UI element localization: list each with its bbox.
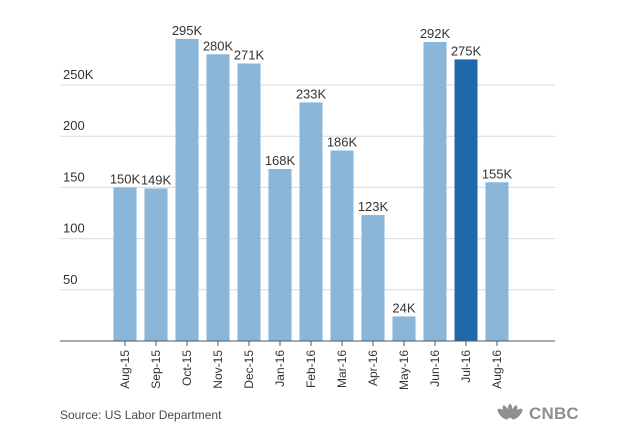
bar	[361, 215, 385, 341]
y-tick-label: 150	[63, 169, 85, 184]
x-tick-label: Feb-16	[304, 350, 318, 388]
data-label: 168K	[265, 153, 296, 168]
data-label: 24K	[392, 300, 415, 315]
bars	[113, 38, 509, 342]
bar	[423, 41, 447, 341]
bar	[485, 182, 509, 341]
data-label: 233K	[296, 86, 327, 101]
x-tick-label: May-16	[397, 350, 411, 390]
logo-text: CNBC	[529, 404, 579, 423]
y-tick-label: 200	[63, 118, 85, 133]
bar	[299, 102, 323, 342]
bar	[237, 63, 261, 341]
bar	[268, 168, 292, 341]
data-label: 155K	[482, 166, 513, 181]
x-tick-label: Jun-16	[428, 350, 442, 387]
y-tick-label: 100	[63, 221, 85, 236]
x-tick-label: Sep-15	[149, 350, 163, 389]
data-label: 295K	[172, 23, 203, 38]
y-tick-label: 250K	[63, 67, 94, 82]
y-axis-tick-labels: 50 100 150 200 250K	[63, 67, 94, 287]
x-tick-label: Jul-16	[459, 350, 473, 383]
x-tick-label: Mar-16	[335, 350, 349, 388]
data-label: 149K	[141, 172, 172, 187]
x-tick-label: Aug-16	[490, 350, 504, 389]
x-tick-label: Jan-16	[273, 350, 287, 387]
bar	[454, 59, 478, 342]
data-label: 150K	[110, 171, 141, 186]
bar	[175, 38, 199, 342]
cnbc-logo: CNBC	[497, 403, 579, 425]
peacock-icon	[497, 404, 523, 420]
data-label: 123K	[358, 199, 389, 214]
bar	[113, 187, 137, 341]
x-axis-tick-labels: Aug-15 Sep-15 Oct-15 Nov-15 Dec-15 Jan-16 Feb-…	[118, 341, 504, 390]
data-label: 280K	[203, 38, 234, 53]
bar	[330, 150, 354, 341]
x-tick-label: Oct-15	[180, 350, 194, 386]
source-note: Source: US Labor Department	[60, 408, 222, 422]
x-tick-label: Aug-15	[118, 350, 132, 389]
data-label: 271K	[234, 47, 265, 62]
y-tick-label: 50	[63, 272, 77, 287]
data-label: 292K	[420, 26, 451, 41]
x-tick-label: Dec-15	[242, 350, 256, 389]
x-tick-label: Nov-15	[211, 350, 225, 389]
bar	[144, 188, 168, 341]
data-label: 186K	[327, 135, 358, 150]
x-tick-label: Apr-16	[366, 350, 380, 386]
bar	[392, 316, 416, 341]
bar	[206, 54, 230, 341]
data-label: 275K	[451, 43, 482, 58]
